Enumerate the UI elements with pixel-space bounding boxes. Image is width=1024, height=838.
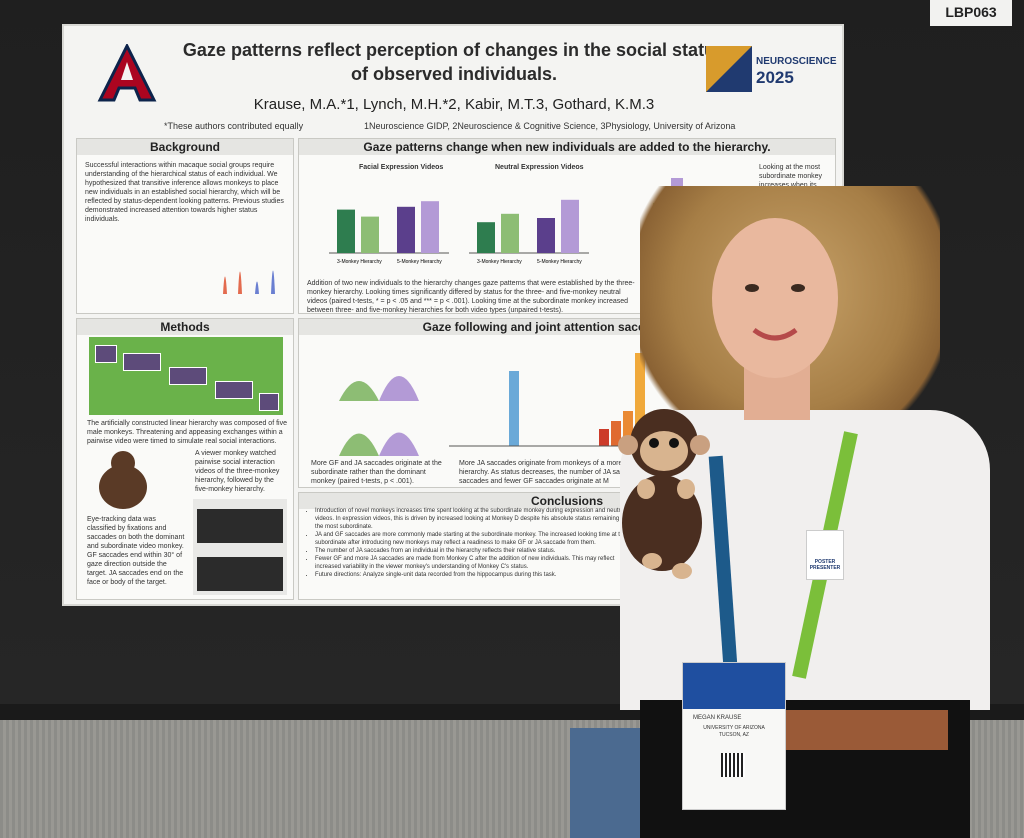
gaze-following-example bbox=[197, 509, 283, 543]
face-features bbox=[745, 284, 805, 341]
badge-header bbox=[683, 663, 785, 709]
looking-time-charts: 3-Monkey Hierarchy 5-Monkey Hierarchy 3-Mo… bbox=[329, 199, 589, 265]
viewer-monkey-icon bbox=[99, 451, 147, 509]
neuroscience-logo-year: 2025 bbox=[756, 68, 794, 87]
hierarchy-diagram bbox=[89, 337, 283, 415]
methods-text-2: A viewer monkey watched pairwise social … bbox=[195, 450, 280, 493]
booth-tag: LBP063 bbox=[930, 0, 1012, 26]
monkey-thumb bbox=[95, 345, 117, 363]
conclusions-list: Introduction of novel monkeys increases … bbox=[299, 507, 635, 579]
results2-caption-left: More GF and JA saccades originate at the… bbox=[311, 460, 442, 485]
monkey-thumb bbox=[169, 367, 207, 385]
monkey-thumb bbox=[215, 381, 253, 399]
chart-right-title: Neutral Expression Videos bbox=[495, 164, 584, 171]
chart-left-title: Facial Expression Videos bbox=[359, 164, 444, 171]
methods-text-3: Eye-tracking data was classified by fixa… bbox=[87, 516, 185, 586]
poster-note: *These authors contributed equally bbox=[164, 121, 304, 131]
poster-title: Gaze patterns reflect perception of chan… bbox=[182, 40, 726, 84]
results1-title: Gaze patterns change when new individual… bbox=[299, 139, 835, 155]
chart-tick-label: 5-Monkey Hierarchy bbox=[397, 259, 442, 265]
chart-tick-label: 3-Monkey Hierarchy bbox=[477, 259, 522, 265]
violin-figure bbox=[223, 270, 275, 294]
background-text: Successful interactions within macaque s… bbox=[85, 162, 284, 223]
conclusion-item: Future directions: Analyze single-unit d… bbox=[315, 571, 635, 579]
chart-bar bbox=[397, 206, 415, 253]
face bbox=[712, 218, 838, 378]
conclusion-item: Fewer GF and more JA saccades are made f… bbox=[315, 555, 635, 571]
results1-caption: Addition of two new individuals to the h… bbox=[307, 280, 635, 314]
background-section: Background Successful interactions withi… bbox=[76, 138, 294, 314]
badge-name: MEGAN KRAUSE bbox=[693, 715, 742, 721]
neuroscience-logo-text: NEUROSCIENCE bbox=[756, 56, 837, 67]
stuffed-monkey-toy bbox=[618, 409, 710, 579]
poster-presenter-badge: POSTER PRESENTER bbox=[806, 530, 844, 580]
chart-bar bbox=[537, 218, 555, 253]
chart-tick-label: 5-Monkey Hierarchy bbox=[537, 259, 582, 265]
chart-bar bbox=[477, 222, 495, 253]
neuroscience-logo: NEUROSCIENCE 2025 bbox=[706, 46, 837, 104]
methods-title: Methods bbox=[77, 319, 293, 335]
saccade-examples bbox=[193, 499, 287, 595]
chart-bar bbox=[337, 209, 355, 253]
poster-authors: Krause, M.A.*1, Lynch, M.H.*2, Kabir, M.… bbox=[253, 96, 655, 113]
neuroscience-logo-icon bbox=[706, 46, 752, 92]
name-badge: MEGAN KRAUSE UNIVERSITY OF ARIZONA TUCSO… bbox=[682, 662, 786, 810]
chart-bar bbox=[361, 216, 379, 253]
university-logo bbox=[97, 44, 157, 102]
results2-caption-right: More JA saccades originate from monkeys … bbox=[459, 460, 661, 485]
qr-code-icon bbox=[721, 753, 745, 777]
results1-side-note: Looking at the most subordinate monkey i… bbox=[759, 164, 823, 189]
methods-section: Methods The artificially constructed lin… bbox=[76, 318, 294, 600]
chart-bar bbox=[501, 213, 519, 253]
violin-plots bbox=[339, 376, 419, 456]
conclusion-item: Introduction of novel monkeys increases … bbox=[315, 507, 635, 531]
badge-org: UNIVERSITY OF ARIZONA TUCSON, AZ bbox=[703, 725, 765, 738]
background-title: Background bbox=[77, 139, 293, 155]
chart-bar bbox=[421, 201, 439, 253]
joint-attention-example bbox=[197, 557, 283, 591]
monkey-thumb bbox=[123, 353, 161, 371]
poster-affiliations: 1Neuroscience GIDP, 2Neuroscience & Cogn… bbox=[364, 121, 736, 131]
poster-presenter-label: POSTER PRESENTER bbox=[809, 559, 841, 571]
monkey-thumb bbox=[259, 393, 279, 411]
chart-bar bbox=[561, 199, 579, 253]
conclusion-item: The number of JA saccades from an indivi… bbox=[315, 547, 635, 555]
chart-tick-label: 3-Monkey Hierarchy bbox=[337, 259, 382, 265]
conclusion-item: JA and GF saccades are more commonly mad… bbox=[315, 531, 635, 547]
methods-text-1: The artificially constructed linear hier… bbox=[87, 420, 287, 445]
